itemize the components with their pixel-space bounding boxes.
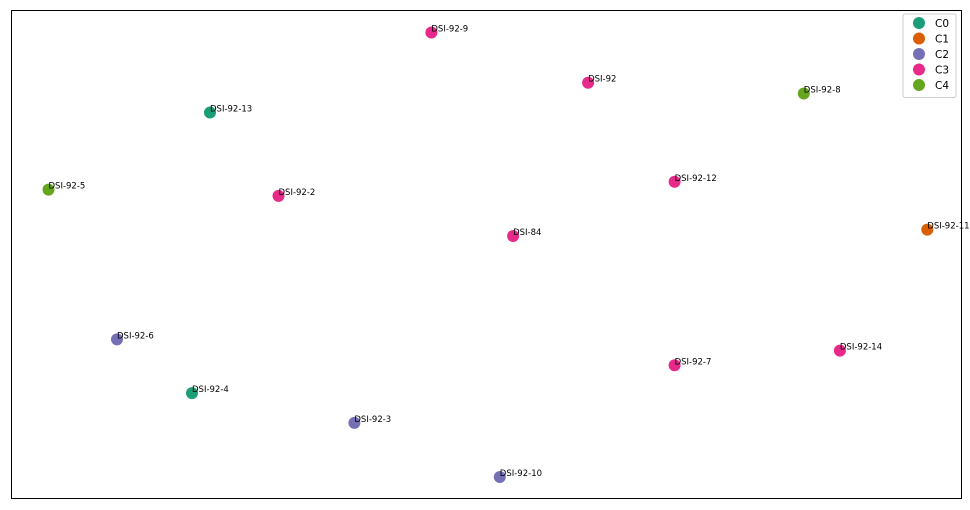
point-dsi-92-10 bbox=[493, 471, 506, 483]
point-dsi-92-14 bbox=[833, 344, 846, 357]
legend-label-c3: C3 bbox=[935, 65, 949, 77]
point-label-dsi-92-9: DSI-92-9 bbox=[431, 25, 468, 35]
legend-marker-c1 bbox=[913, 32, 925, 45]
point-label-dsi-92: DSI-92 bbox=[588, 75, 616, 85]
point-label-dsi-84: DSI-84 bbox=[513, 228, 541, 238]
plot-area bbox=[11, 10, 962, 499]
point-dsi-92-3 bbox=[348, 416, 361, 429]
point-label-dsi-92-3: DSI-92-3 bbox=[354, 415, 391, 425]
point-dsi-92 bbox=[582, 76, 595, 89]
legend-label-c0: C0 bbox=[935, 18, 949, 30]
point-dsi-92-4 bbox=[186, 387, 198, 400]
point-label-dsi-92-2: DSI-92-2 bbox=[279, 188, 316, 198]
legend-marker-c4 bbox=[913, 79, 925, 91]
point-label-dsi-92-11: DSI-92-11 bbox=[927, 222, 969, 232]
point-label-dsi-92-8: DSI-92-8 bbox=[804, 86, 841, 96]
legend: C0 C1 C2 C3 C4 bbox=[902, 13, 957, 98]
point-dsi-92-13 bbox=[204, 106, 216, 119]
legend-marker-c2 bbox=[913, 48, 925, 60]
point-dsi-92-5 bbox=[42, 183, 55, 196]
legend-label-c1: C1 bbox=[935, 34, 949, 46]
legend-marker-c0 bbox=[913, 17, 925, 29]
legend-marker-c3 bbox=[913, 63, 925, 76]
point-dsi-92-9 bbox=[425, 26, 438, 39]
legend-label-c4: C4 bbox=[935, 80, 949, 92]
point-label-dsi-92-5: DSI-92-5 bbox=[49, 182, 86, 192]
points-layer: DSI-92-13 DSI-92-4 DSI-92-11 DSI-92-6 DSI-92… bbox=[42, 25, 970, 483]
point-dsi-92-7 bbox=[668, 359, 681, 372]
point-label-dsi-92-12: DSI-92-12 bbox=[675, 174, 717, 184]
point-dsi-92-6 bbox=[111, 333, 123, 346]
point-label-dsi-92-14: DSI-92-14 bbox=[840, 343, 882, 353]
point-dsi-92-2 bbox=[272, 189, 285, 202]
point-dsi-92-8 bbox=[797, 87, 810, 100]
point-label-dsi-92-6: DSI-92-6 bbox=[117, 331, 154, 341]
legend-label-c2: C2 bbox=[935, 49, 949, 61]
point-dsi-84 bbox=[507, 230, 520, 242]
point-dsi-92-12 bbox=[668, 175, 681, 188]
point-label-dsi-92-13: DSI-92-13 bbox=[210, 105, 252, 115]
point-label-dsi-92-7: DSI-92-7 bbox=[675, 357, 712, 367]
point-label-dsi-92-10: DSI-92-10 bbox=[500, 469, 542, 479]
point-dsi-92-11 bbox=[921, 223, 934, 236]
point-label-dsi-92-4: DSI-92-4 bbox=[192, 385, 229, 395]
